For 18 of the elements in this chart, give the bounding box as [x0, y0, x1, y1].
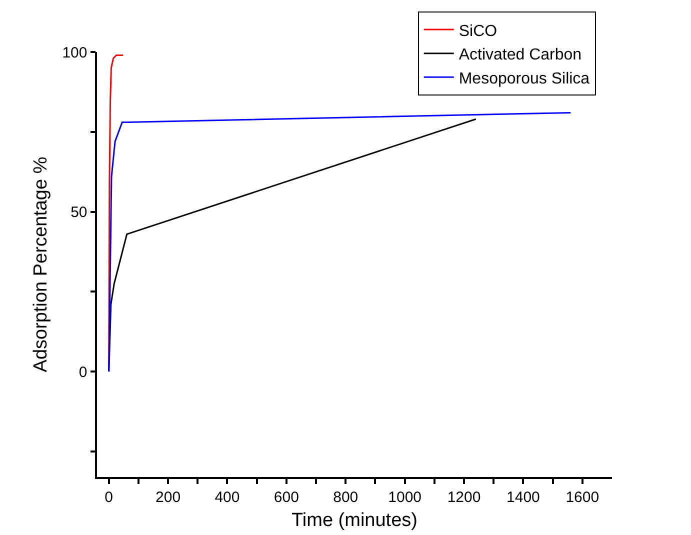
x-tick-label: 1200 [447, 488, 481, 506]
x-tick-label: 1000 [388, 488, 422, 506]
x-tick-label: 0 [104, 488, 114, 506]
x-tick-label: 600 [274, 488, 299, 506]
y-tick-label: 100 [62, 44, 88, 62]
x-tick-label: 200 [156, 488, 181, 506]
legend-label: Activated Carbon [458, 46, 582, 64]
line-series [108, 112, 572, 372]
y-tick-label: 0 [78, 364, 88, 381]
y-axis-title: Adsorption Percentage % [30, 156, 52, 372]
legend-label: Mesoporous Silica [458, 70, 590, 88]
legend-label: SiCO [458, 22, 498, 40]
x-tick-label: 400 [214, 488, 240, 506]
x-tick-label: 1600 [566, 488, 600, 506]
x-tick-label: 800 [333, 488, 358, 506]
x-tick-label: 1400 [506, 488, 540, 506]
x-axis-title: Time (minutes) [292, 510, 418, 532]
y-tick-label: 50 [70, 204, 88, 222]
